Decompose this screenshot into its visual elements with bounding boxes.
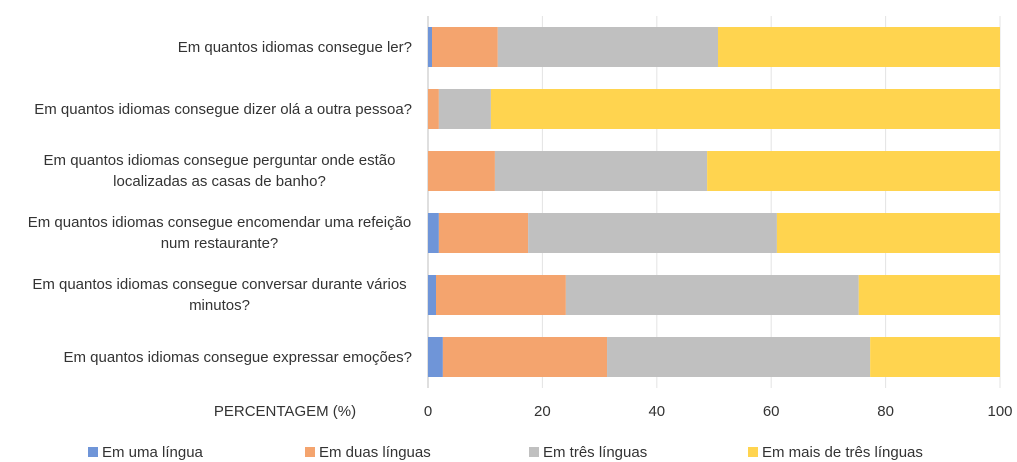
x-tick-label: 0 [424, 403, 432, 420]
category-label: Em quantos idiomas consegue conversar du… [0, 270, 412, 320]
bar-segment [442, 337, 608, 377]
bar-segment [718, 27, 1000, 67]
y-tick-label: Em quantos idiomas consegue perguntar on… [43, 152, 396, 190]
x-tick-label: 80 [877, 403, 894, 420]
bar-segment [436, 275, 566, 315]
bar-segment [494, 151, 708, 191]
legend-label: Em duas línguas [319, 444, 431, 461]
bar-segment [858, 275, 1000, 315]
x-tick-label: 20 [534, 403, 551, 420]
y-tick-label: Em quantos idiomas consegue ler? [177, 38, 412, 56]
bar-segment [528, 213, 777, 253]
legend-label: Em três línguas [543, 444, 647, 461]
legend-swatch [88, 447, 98, 457]
bar-segment [428, 213, 439, 253]
y-tick-label: Em quantos idiomas consegue expressar em… [63, 348, 412, 366]
bar-segment [565, 275, 859, 315]
x-tick-label: 40 [648, 403, 665, 420]
bar-segment [497, 27, 719, 67]
category-label: Em quantos idiomas consegue encomendar u… [0, 208, 412, 258]
bar-segment [428, 337, 443, 377]
bar-segment [776, 213, 1000, 253]
x-tick-label: 100 [987, 403, 1012, 420]
legend-label: Em uma língua [102, 444, 204, 461]
x-tick-label: 60 [763, 403, 780, 420]
bar-segment [428, 151, 495, 191]
bar-segment [490, 89, 1000, 129]
bar-segment [428, 27, 433, 67]
category-label: Em quantos idiomas consegue dizer olá a … [0, 84, 412, 134]
bar-segment [438, 213, 529, 253]
bar-segment [432, 27, 498, 67]
bar-segment [428, 89, 439, 129]
x-axis-label: PERCENTAGEM (%) [214, 403, 356, 420]
category-label: Em quantos idiomas consegue ler? [0, 22, 412, 72]
bar-segment [870, 337, 1000, 377]
bar-segment [438, 89, 491, 129]
y-tick-label: Em quantos idiomas consegue encomendar u… [27, 214, 412, 252]
bar-segment [607, 337, 871, 377]
legend-swatch [748, 447, 758, 457]
bar-segment [428, 275, 437, 315]
y-tick-label: Em quantos idiomas consegue conversar du… [32, 276, 407, 314]
bar-segment [707, 151, 1000, 191]
legend-swatch [305, 447, 315, 457]
y-tick-label: Em quantos idiomas consegue dizer olá a … [34, 100, 412, 118]
legend-label: Em mais de três línguas [762, 444, 923, 461]
category-label: Em quantos idiomas consegue perguntar on… [0, 146, 412, 196]
legend-swatch [529, 447, 539, 457]
category-label: Em quantos idiomas consegue expressar em… [0, 332, 412, 382]
